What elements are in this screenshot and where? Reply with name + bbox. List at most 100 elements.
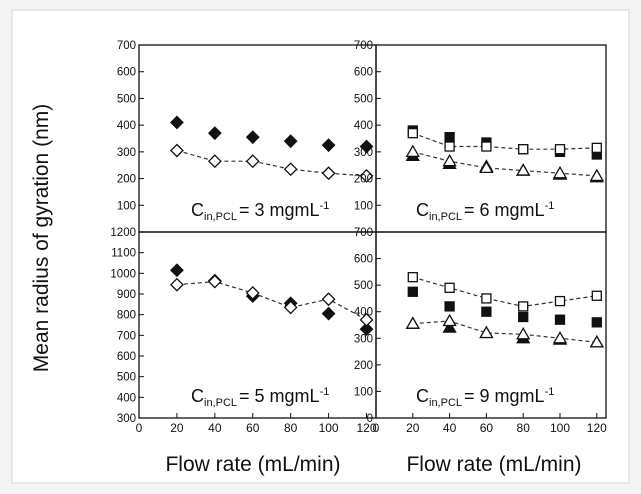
data-point — [321, 166, 336, 181]
data-point — [554, 144, 566, 155]
data-point — [444, 141, 455, 152]
data-point — [170, 115, 184, 130]
y-tick-label: 200 — [117, 174, 136, 186]
data-point — [481, 141, 492, 152]
data-point — [283, 162, 298, 177]
data-point — [481, 293, 492, 304]
data-point — [321, 292, 336, 307]
data-point — [552, 330, 568, 344]
data-point — [359, 168, 374, 183]
series-line — [412, 276, 597, 308]
series-line — [412, 132, 597, 150]
y-tick-label: 300 — [354, 147, 373, 159]
y-tick-label: 700 — [354, 40, 373, 52]
y-tick-label: 1100 — [111, 248, 136, 260]
y-tick-label: 400 — [117, 120, 136, 132]
concentration-annotation: Cin,PCL = 9 mgmL-1 — [416, 386, 554, 409]
series-square-open — [407, 128, 602, 155]
subplot-top-right: 100 200 300 400 500 600 700 Cin,PCL = 6 mgmL-1 — [354, 40, 604, 223]
subplot-top-left: 100 200 300 400 500 600 700 Cin,PCL = 3 mgmL-1 — [117, 40, 374, 223]
concentration-annotation: Cin,PCL = 6 mgmL-1 — [416, 200, 554, 223]
y-tick-label: 200 — [354, 360, 373, 372]
data-point — [407, 272, 418, 283]
data-point — [245, 286, 260, 300]
series-line — [412, 151, 597, 177]
data-point — [405, 144, 420, 158]
series-triangle-open — [405, 144, 604, 182]
y-tick-label: 700 — [117, 40, 136, 52]
y-tick-label: 600 — [354, 254, 373, 266]
y-tick-label: 900 — [117, 289, 136, 301]
y-tick-label: 100 — [354, 200, 373, 212]
y-tick-label: 600 — [117, 351, 136, 363]
y-tick-label: 300 — [354, 333, 373, 345]
series-diamond-open — [170, 274, 374, 327]
data-point — [207, 126, 222, 141]
data-point — [444, 282, 455, 293]
x-axis-label-right: Flow rate (mL/min) — [406, 453, 581, 476]
plot-frame-bottom-right — [375, 231, 607, 419]
data-point — [554, 314, 566, 325]
data-point — [321, 138, 336, 153]
y-tick-label: 0 — [367, 413, 373, 425]
y-tick-label: 500 — [354, 280, 373, 292]
y-tick-label: 700 — [354, 227, 373, 239]
y-tick-label: 1000 — [110, 268, 136, 280]
data-point — [321, 306, 336, 321]
data-point — [554, 295, 566, 307]
x-tick-label: 120 — [587, 421, 607, 435]
y-tick-label: 600 — [354, 67, 373, 79]
y-tick-label: 500 — [354, 93, 373, 105]
data-point — [516, 326, 531, 340]
data-point — [479, 325, 494, 339]
data-point — [170, 143, 184, 158]
data-point — [283, 134, 298, 149]
series-diamond-filled — [170, 115, 374, 154]
y-tick-label: 400 — [354, 307, 373, 319]
data-point — [359, 139, 374, 154]
y-tick-label: 400 — [117, 392, 136, 404]
series-line — [412, 320, 597, 343]
data-point — [518, 311, 529, 323]
x-axis-label-left: Flow rate (mL/min) — [165, 453, 340, 476]
data-point — [442, 320, 457, 333]
series-triangle-open — [405, 313, 604, 348]
x-tick-label: 0 — [373, 421, 380, 435]
x-tick-label: 40 — [208, 421, 222, 435]
concentration-annotation: Cin,PCL = 5 mgmL-1 — [191, 386, 329, 409]
data-point — [516, 163, 531, 176]
x-tick-label: 120 — [357, 421, 377, 435]
y-tick-label: 1200 — [110, 227, 136, 239]
data-point — [407, 128, 418, 139]
data-point — [518, 301, 529, 312]
data-point — [589, 334, 604, 348]
x-tick-label: 20 — [406, 421, 420, 435]
data-point — [170, 277, 184, 292]
x-tick-label: 60 — [480, 421, 494, 435]
y-tick-label: 200 — [354, 174, 373, 186]
data-point — [518, 144, 529, 155]
y-axis-label: Mean radius of gyration (nm) — [30, 104, 53, 372]
data-point — [405, 316, 420, 329]
data-point — [591, 142, 602, 154]
y-tick-label: 100 — [354, 386, 373, 398]
data-point — [444, 301, 455, 312]
data-point — [245, 154, 260, 169]
y-tick-label: 300 — [117, 147, 136, 159]
data-point — [359, 322, 374, 337]
data-point — [207, 154, 222, 169]
data-point — [589, 168, 604, 182]
y-tick-label: 500 — [117, 372, 136, 384]
data-point — [245, 130, 260, 145]
data-point — [591, 317, 602, 328]
data-point — [444, 132, 455, 143]
data-point — [552, 165, 568, 179]
subplot-bottom-right: 0 100 200 300 400 500 600 700 0 20 40 60 80 100 120 Cin… — [354, 227, 607, 435]
y-tick-label: 600 — [117, 67, 136, 79]
data-point — [479, 160, 494, 174]
x-tick-label: 0 — [136, 421, 143, 435]
data-point — [442, 153, 457, 167]
